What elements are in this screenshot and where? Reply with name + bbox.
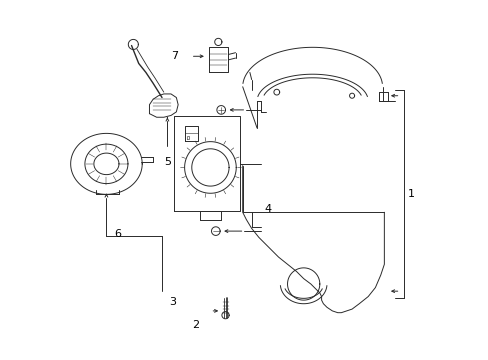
Text: 1: 1: [407, 189, 414, 199]
Text: 3: 3: [169, 297, 176, 307]
Text: 2: 2: [192, 320, 199, 330]
Text: 4: 4: [264, 204, 271, 214]
Text: 6: 6: [114, 229, 121, 239]
Text: 5: 5: [163, 157, 170, 167]
Text: 7: 7: [171, 51, 178, 61]
